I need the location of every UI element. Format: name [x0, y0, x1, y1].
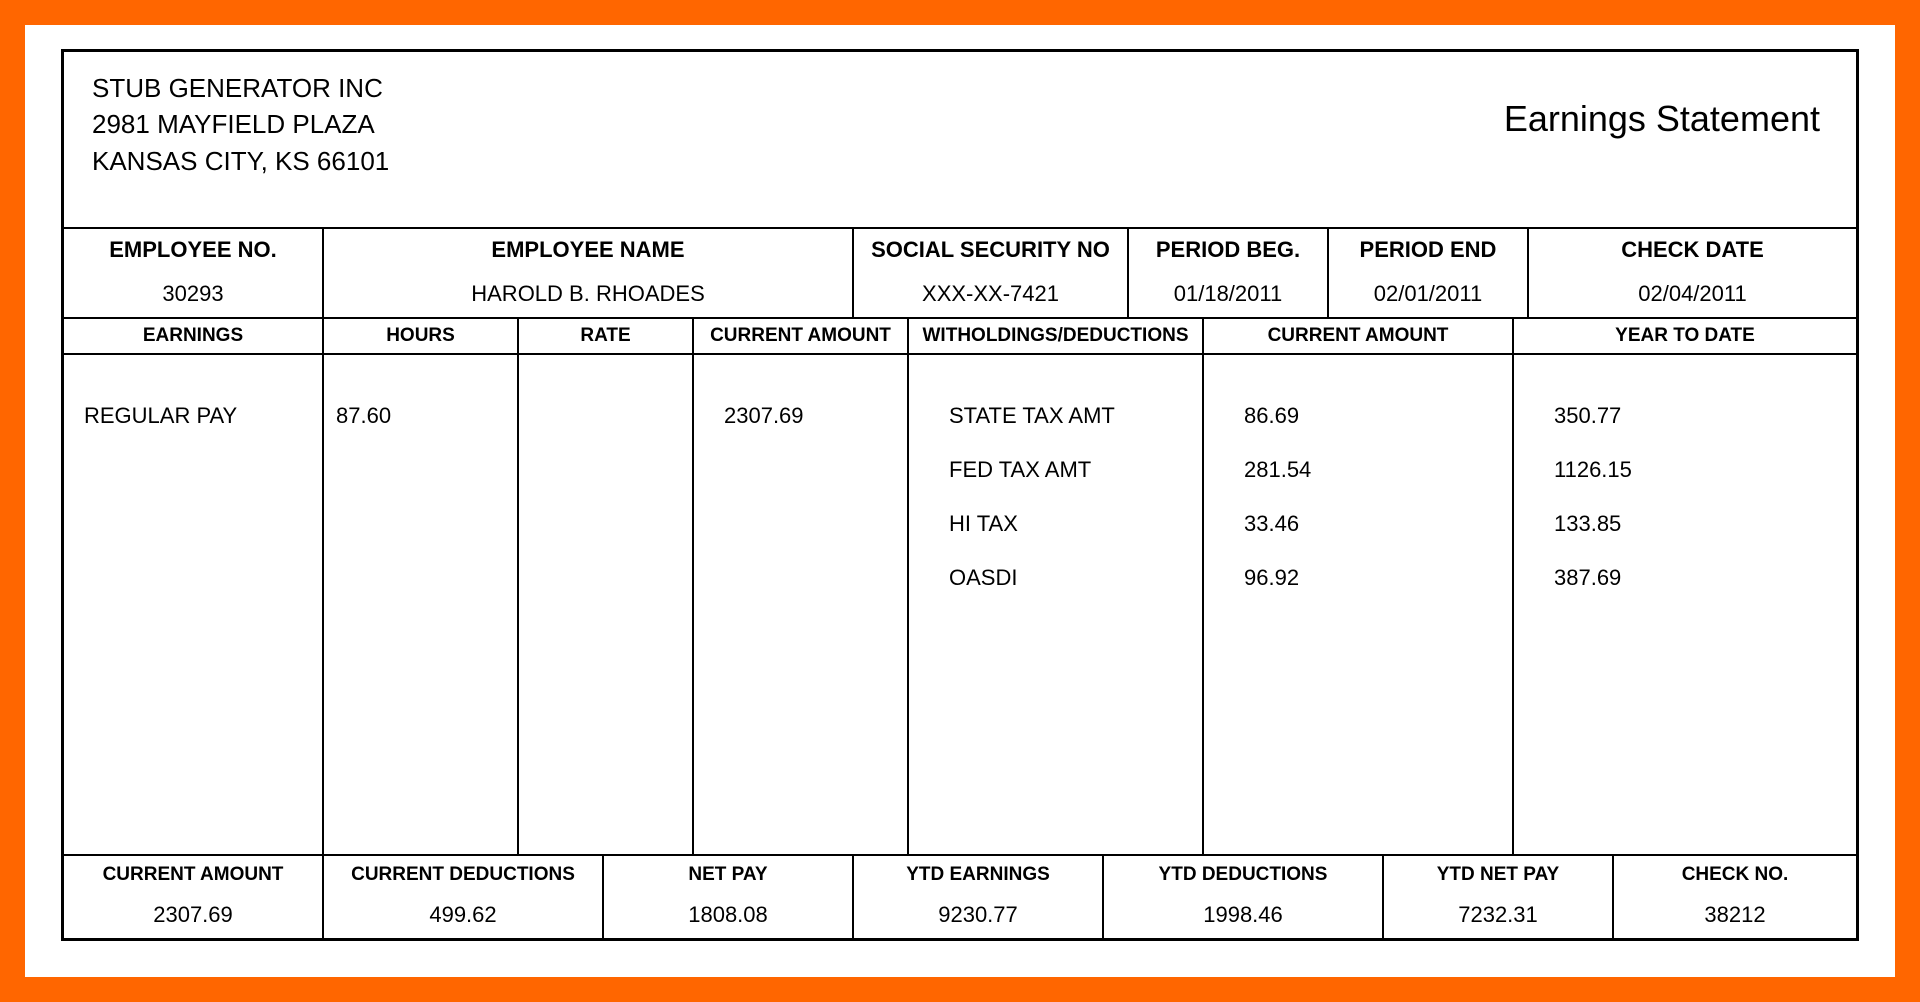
- section-header-row: EARNINGS HOURS RATE CURRENT AMOUNT WITHO…: [64, 317, 1856, 355]
- footer-current-amount-cell: CURRENT AMOUNT 2307.69: [64, 856, 324, 938]
- check-date-cell: CHECK DATE 02/04/2011: [1529, 229, 1856, 317]
- period-end-cell: PERIOD END 02/01/2011: [1329, 229, 1529, 317]
- earn-current-value: 2307.69: [724, 403, 887, 429]
- deduction-ytd: 133.85: [1554, 511, 1836, 537]
- footer-net-pay-cell: NET PAY 1808.08: [604, 856, 854, 938]
- paystub-document: STUB GENERATOR INC 2981 MAYFIELD PLAZA K…: [25, 25, 1895, 977]
- footer-current-deductions-label: CURRENT DEDUCTIONS: [330, 864, 596, 886]
- footer-ytd-deductions-value: 1998.46: [1110, 902, 1376, 928]
- period-beg-label: PERIOD BEG.: [1135, 237, 1321, 263]
- employee-no-value: 30293: [70, 281, 316, 307]
- deduction-label: OASDI: [949, 565, 1182, 591]
- deductions-current-cell: 86.69 281.54 33.46 96.92: [1204, 355, 1514, 854]
- deduction-current: 86.69: [1244, 403, 1492, 429]
- deduction-current: 281.54: [1244, 457, 1492, 483]
- deduction-current: 96.92: [1244, 565, 1492, 591]
- earnings-type-cell: REGULAR PAY: [64, 355, 324, 854]
- earnings-type: REGULAR PAY: [84, 403, 302, 429]
- deductions-ytd-cell: 350.77 1126.15 133.85 387.69: [1514, 355, 1856, 854]
- ssn-label: SOCIAL SECURITY NO: [860, 237, 1121, 263]
- footer-current-amount-value: 2307.69: [70, 902, 316, 928]
- ssn-value: XXX-XX-7421: [860, 281, 1121, 307]
- company-address-1: 2981 MAYFIELD PLAZA: [92, 106, 389, 142]
- employee-no-label: EMPLOYEE NO.: [70, 237, 316, 263]
- footer-net-pay-value: 1808.08: [610, 902, 846, 928]
- footer-ytd-net-pay-cell: YTD NET PAY 7232.31: [1384, 856, 1614, 938]
- deduction-label: HI TAX: [949, 511, 1182, 537]
- footer-current-amount-label: CURRENT AMOUNT: [70, 864, 316, 886]
- period-beg-value: 01/18/2011: [1135, 281, 1321, 307]
- deduction-label: FED TAX AMT: [949, 457, 1182, 483]
- header-current-amount: CURRENT AMOUNT: [694, 319, 909, 353]
- footer-ytd-deductions-cell: YTD DEDUCTIONS 1998.46: [1104, 856, 1384, 938]
- company-name: STUB GENERATOR INC: [92, 70, 389, 106]
- header-ded-current: CURRENT AMOUNT: [1204, 319, 1514, 353]
- hours-value: 87.60: [336, 403, 497, 429]
- footer-current-deductions-value: 499.62: [330, 902, 596, 928]
- company-address-2: KANSAS CITY, KS 66101: [92, 143, 389, 179]
- deductions-labels-cell: STATE TAX AMT FED TAX AMT HI TAX OASDI: [909, 355, 1204, 854]
- header-rate: RATE: [519, 319, 694, 353]
- footer-net-pay-label: NET PAY: [610, 864, 846, 886]
- footer-row: CURRENT AMOUNT 2307.69 CURRENT DEDUCTION…: [64, 854, 1856, 938]
- footer-check-no-value: 38212: [1620, 902, 1850, 928]
- header: STUB GENERATOR INC 2981 MAYFIELD PLAZA K…: [64, 52, 1856, 227]
- footer-ytd-earnings-label: YTD EARNINGS: [860, 864, 1096, 886]
- deduction-ytd: 387.69: [1554, 565, 1836, 591]
- footer-ytd-earnings-value: 9230.77: [860, 902, 1096, 928]
- statement-title: Earnings Statement: [1504, 70, 1828, 140]
- check-date-label: CHECK DATE: [1535, 237, 1850, 263]
- header-withholdings: WITHOLDINGS/DEDUCTIONS: [909, 319, 1204, 353]
- earn-current-cell: 2307.69: [694, 355, 909, 854]
- footer-ytd-net-pay-value: 7232.31: [1390, 902, 1606, 928]
- period-beg-cell: PERIOD BEG. 01/18/2011: [1129, 229, 1329, 317]
- ssn-cell: SOCIAL SECURITY NO XXX-XX-7421: [854, 229, 1129, 317]
- header-ytd: YEAR TO DATE: [1514, 319, 1856, 353]
- footer-ytd-net-pay-label: YTD NET PAY: [1390, 864, 1606, 886]
- employee-no-cell: EMPLOYEE NO. 30293: [64, 229, 324, 317]
- period-end-label: PERIOD END: [1335, 237, 1521, 263]
- rate-cell: [519, 355, 694, 854]
- header-earnings: EARNINGS: [64, 319, 324, 353]
- hours-cell: 87.60: [324, 355, 519, 854]
- employee-name-cell: EMPLOYEE NAME HAROLD B. RHOADES: [324, 229, 854, 317]
- footer-ytd-earnings-cell: YTD EARNINGS 9230.77: [854, 856, 1104, 938]
- footer-ytd-deductions-label: YTD DEDUCTIONS: [1110, 864, 1376, 886]
- employee-name-value: HAROLD B. RHOADES: [330, 281, 846, 307]
- deduction-ytd: 350.77: [1554, 403, 1836, 429]
- paystub-frame: STUB GENERATOR INC 2981 MAYFIELD PLAZA K…: [61, 49, 1859, 941]
- employee-row: EMPLOYEE NO. 30293 EMPLOYEE NAME HAROLD …: [64, 227, 1856, 317]
- body-row: REGULAR PAY 87.60 2307.69 STATE TAX AMT …: [64, 355, 1856, 854]
- footer-check-no-cell: CHECK NO. 38212: [1614, 856, 1856, 938]
- employee-name-label: EMPLOYEE NAME: [330, 237, 846, 263]
- check-date-value: 02/04/2011: [1535, 281, 1850, 307]
- footer-check-no-label: CHECK NO.: [1620, 864, 1850, 886]
- header-hours: HOURS: [324, 319, 519, 353]
- company-block: STUB GENERATOR INC 2981 MAYFIELD PLAZA K…: [92, 70, 389, 179]
- deduction-label: STATE TAX AMT: [949, 403, 1182, 429]
- period-end-value: 02/01/2011: [1335, 281, 1521, 307]
- deduction-ytd: 1126.15: [1554, 457, 1836, 483]
- footer-current-deductions-cell: CURRENT DEDUCTIONS 499.62: [324, 856, 604, 938]
- deduction-current: 33.46: [1244, 511, 1492, 537]
